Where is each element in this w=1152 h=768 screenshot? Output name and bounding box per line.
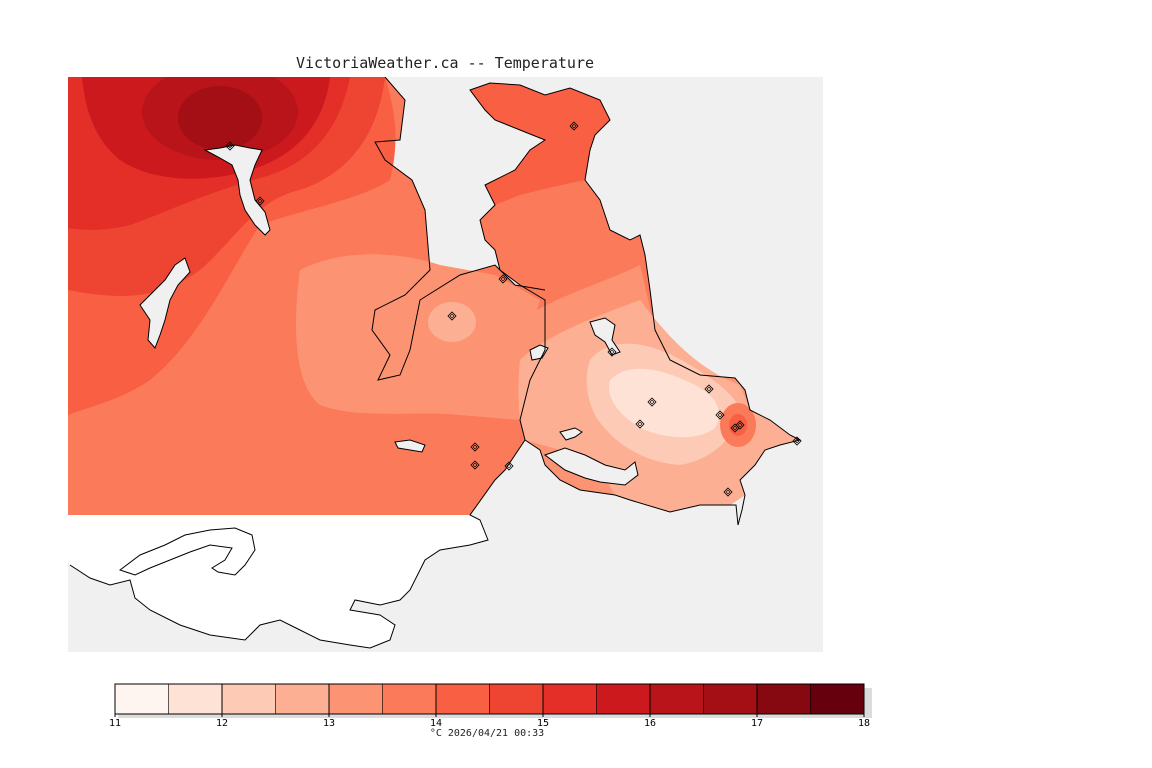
temperature-map — [68, 77, 823, 652]
lake-east — [589, 317, 621, 356]
station-diamond-icon — [470, 442, 480, 452]
temperature-field-east — [470, 83, 800, 512]
colorbar-cell — [435, 683, 490, 715]
colorbar-tick-label: 13 — [323, 718, 335, 729]
island-small-2 — [529, 344, 549, 361]
colorbar-cell — [596, 683, 651, 715]
field-west-band-13-5 — [296, 254, 540, 420]
colorbar-cell — [221, 683, 276, 715]
station-diamond-icon — [715, 410, 725, 420]
units-label: °C — [429, 728, 442, 739]
footer: °C 2026/04/21 00:33 — [220, 728, 760, 739]
station-diamond-icon — [498, 274, 508, 284]
station-diamond-icon — [255, 196, 265, 206]
station-diamond-icon — [470, 460, 480, 470]
station-markers — [225, 121, 802, 497]
colorbar-cell — [382, 683, 437, 715]
colorbar-cell — [168, 683, 223, 715]
timestamp-label: 2026/04/21 00:33 — [447, 728, 545, 739]
colorbar-tick-label: 12 — [216, 718, 228, 729]
colorbar-cell — [275, 683, 330, 715]
colorbar-cell — [810, 683, 865, 715]
colorbar-tick-label: 17 — [751, 718, 763, 729]
coastline-east — [469, 82, 802, 526]
colorbar-cell — [114, 683, 169, 715]
colorbar-cell — [703, 683, 758, 715]
island-small-1 — [394, 439, 426, 453]
colorbar-cell — [489, 683, 544, 715]
island-south — [118, 527, 256, 576]
field-east-band-11-5 — [609, 368, 719, 438]
field-east-band-12-5-south — [600, 468, 745, 512]
colorbar-cell — [328, 683, 383, 715]
field-west-band-16-5 — [178, 86, 262, 150]
colorbar-tick-label: 18 — [858, 718, 870, 729]
coastline-west — [69, 77, 546, 649]
lake-west — [139, 257, 191, 349]
station-diamond-icon — [704, 384, 714, 394]
station-diamond-icon — [647, 397, 657, 407]
harbour-inlet-2 — [559, 427, 583, 441]
inlet-north — [203, 144, 271, 236]
colorbar-cell — [756, 683, 811, 715]
station-diamond-icon — [447, 311, 457, 321]
field-east-band-14-north — [470, 83, 610, 205]
field-west-cool-pocket — [428, 302, 476, 342]
colorbar-cell — [542, 683, 597, 715]
temperature-field-west — [68, 77, 560, 515]
station-diamond-icon — [635, 419, 645, 429]
station-diamond-icon — [569, 121, 579, 131]
station-diamond-icon — [792, 436, 802, 446]
colorbar-tick-label: 11 — [109, 718, 121, 729]
colorbar-tick-label: 15 — [537, 718, 549, 729]
station-diamond-icon — [504, 461, 514, 471]
station-diamond-icon — [723, 487, 733, 497]
station-diamond-icon — [735, 420, 745, 430]
colorbar-tick-label: 14 — [430, 718, 442, 729]
harbour-inlet — [543, 447, 639, 486]
colorbar-cells — [114, 683, 865, 715]
map-title: VictoriaWeather.ca -- Temperature — [295, 54, 594, 72]
colorbar-tick-label: 16 — [644, 718, 656, 729]
station-diamond-icon — [225, 141, 235, 151]
colorbar-cell — [649, 683, 704, 715]
colorbar-ticks: 11 12 13 14 15 16 17 18 — [109, 684, 870, 729]
station-diamond-icon — [607, 347, 617, 357]
